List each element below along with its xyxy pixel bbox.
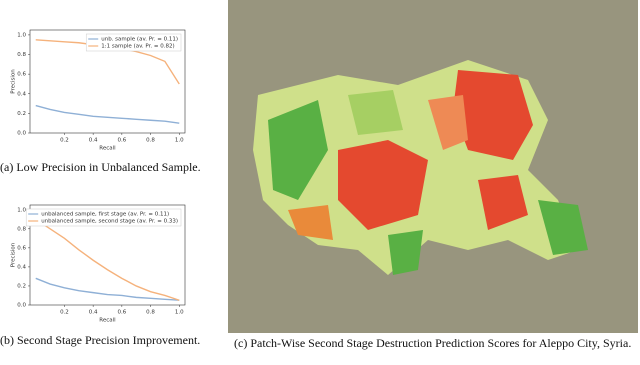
legend-label: 1:1 sample (av. Pr. = 0.82) <box>101 44 174 50</box>
y-axis-label: Precision <box>11 242 17 267</box>
plot-frame <box>29 204 186 306</box>
series-line <box>35 218 180 301</box>
series-line <box>35 104 180 124</box>
caption: (b) Second Stage Precision Improvement. <box>0 333 201 347</box>
y-tick-label: 0.4 <box>17 264 26 270</box>
y-tick-label: 0.6 <box>17 72 26 78</box>
legend-label: unb. sample (av. Pr. = 0.11) <box>101 37 178 43</box>
series-line <box>35 277 180 301</box>
y-tick-label: 0.2 <box>17 283 26 289</box>
x-tick-label: 0.6 <box>117 310 126 316</box>
x-tick-label: 1.0 <box>175 138 184 144</box>
caption: (c) Patch-Wise Second Stage Destruction … <box>234 336 632 350</box>
y-tick-label: 0.4 <box>17 91 26 97</box>
legend-frame <box>85 33 182 52</box>
y-tick-label: 0.6 <box>17 245 26 251</box>
x-tick-label: 0.4 <box>89 138 98 144</box>
legend-label: unbalanced sample, second stage (av. Pr.… <box>41 219 178 225</box>
y-tick-label: 0.2 <box>17 111 26 117</box>
x-tick-label: 0.8 <box>146 310 155 316</box>
y-tick-label: 0.8 <box>17 52 26 58</box>
legend-label: unbalanced sample, first stage (av. Pr. … <box>41 212 169 218</box>
x-tick-label: 1.0 <box>175 310 184 316</box>
charts: 0.0 0.2 0.4 0.6 0.8 1.0 0.2 0.4 0.6 0.8 1.0 Recall P… <box>11 29 186 324</box>
caption: (a) Low Precision in Unbalanced Sample. <box>0 160 201 174</box>
y-tick-label: 0.0 <box>17 303 26 309</box>
y-tick-label: 1.0 <box>17 207 26 213</box>
x-axis-label: Recall <box>99 146 116 152</box>
x-tick-label: 0.6 <box>117 138 126 144</box>
x-tick-label: 0.4 <box>89 310 98 316</box>
plot-frame <box>29 29 186 134</box>
x-axis-label: Recall <box>99 318 116 324</box>
x-tick-label: 0.2 <box>60 310 69 316</box>
y-tick-label: 0.0 <box>17 131 26 137</box>
y-axis-label: Precision <box>11 69 17 94</box>
y-tick-label: 0.8 <box>17 226 26 232</box>
x-tick-label: 0.2 <box>60 138 69 144</box>
y-tick-label: 1.0 <box>17 32 26 38</box>
map-image <box>228 0 638 333</box>
legend-frame <box>25 208 182 227</box>
x-tick-label: 0.8 <box>146 138 155 144</box>
